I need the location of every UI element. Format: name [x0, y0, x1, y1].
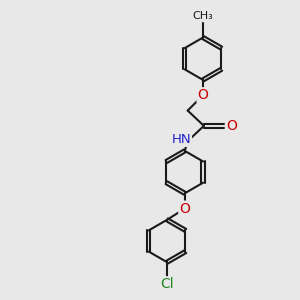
Text: HN: HN	[171, 133, 191, 146]
Text: O: O	[226, 119, 237, 133]
Text: O: O	[179, 202, 190, 216]
Text: Cl: Cl	[160, 277, 174, 291]
Text: CH₃: CH₃	[193, 11, 213, 21]
Text: O: O	[198, 88, 208, 102]
